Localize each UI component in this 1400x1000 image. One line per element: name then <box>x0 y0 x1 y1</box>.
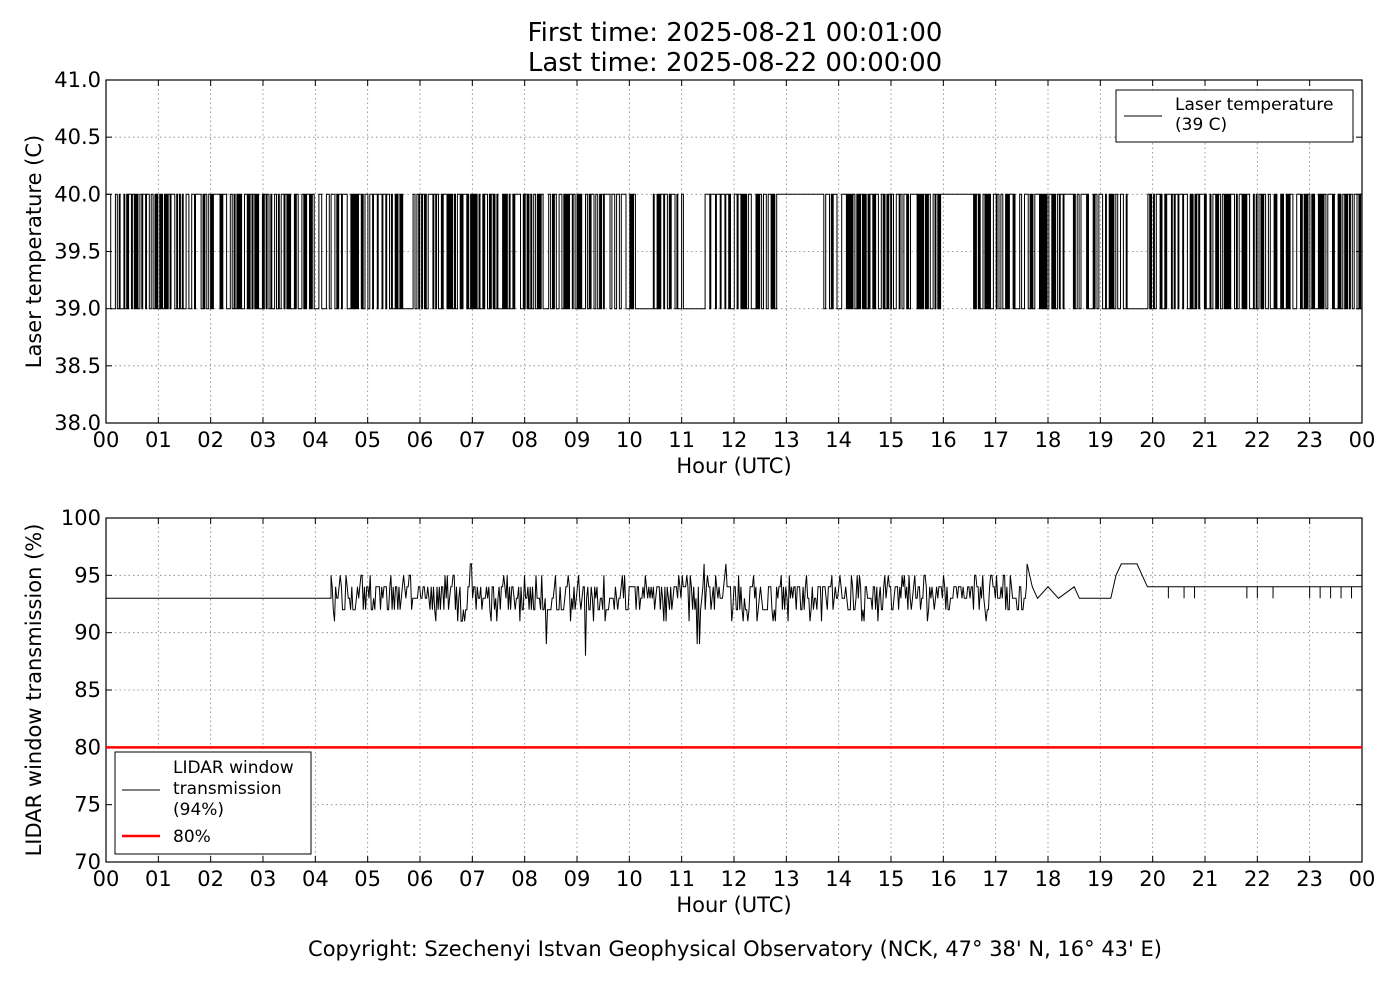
x-tick-label: 04 <box>302 867 329 891</box>
y-tick-label: 40.5 <box>54 125 101 149</box>
x-tick-label: 09 <box>564 867 591 891</box>
x-tick-label: 18 <box>1035 867 1062 891</box>
y-axis-label: Laser temperature (C) <box>22 135 46 368</box>
x-tick-label: 11 <box>668 428 695 452</box>
y-tick-label: 80 <box>74 735 101 759</box>
x-tick-label: 08 <box>511 867 538 891</box>
x-tick-label: 00 <box>1349 867 1376 891</box>
x-tick-label: 14 <box>825 428 852 452</box>
y-tick-label: 85 <box>74 678 101 702</box>
x-tick-label: 17 <box>982 428 1009 452</box>
x-tick-label: 04 <box>302 428 329 452</box>
legend-label: LIDAR window <box>173 758 294 778</box>
legend-label: Laser temperature <box>1175 95 1333 115</box>
x-tick-label: 10 <box>616 867 643 891</box>
x-tick-label: 07 <box>459 428 486 452</box>
lidar-transmission-line <box>106 563 1362 656</box>
x-tick-label: 11 <box>668 867 695 891</box>
x-tick-label: 06 <box>407 867 434 891</box>
chart-title-line-2: Last time: 2025-08-22 00:00:00 <box>527 48 943 78</box>
legend: Laser temperature(39 C) <box>1115 89 1354 143</box>
x-tick-label: 07 <box>459 867 486 891</box>
y-tick-label: 39.5 <box>54 240 101 264</box>
x-tick-label: 05 <box>354 428 381 452</box>
legend-label: (39 C) <box>1175 115 1227 135</box>
x-tick-label: 22 <box>1244 428 1271 452</box>
x-tick-label: 00 <box>93 867 120 891</box>
x-tick-label: 20 <box>1139 867 1166 891</box>
x-tick-label: 22 <box>1244 867 1271 891</box>
x-tick-label: 03 <box>250 428 277 452</box>
x-tick-label: 02 <box>197 428 224 452</box>
x-tick-label: 01 <box>145 428 172 452</box>
x-tick-label: 19 <box>1087 867 1114 891</box>
x-tick-label: 06 <box>407 428 434 452</box>
y-tick-label: 70 <box>74 850 101 874</box>
legend-label: (94%) <box>173 800 224 820</box>
x-tick-label: 23 <box>1296 428 1323 452</box>
legend-label: transmission <box>173 779 282 799</box>
x-tick-label: 05 <box>354 867 381 891</box>
x-tick-label: 12 <box>721 428 748 452</box>
x-tick-label: 18 <box>1035 428 1062 452</box>
lidar-transmission-chart: 00 01 02 03 04 05 06 07 08 09 10 11 12 13 14 15 16 17 18 19… <box>22 506 1375 917</box>
legend-label: 80% <box>173 827 211 847</box>
y-tick-label: 38.0 <box>54 411 101 435</box>
x-tick-label: 16 <box>930 428 957 452</box>
x-tick-label: 14 <box>825 867 852 891</box>
y-axis-label: LIDAR window transmission (%) <box>22 524 46 857</box>
y-tick-label: 100 <box>61 506 101 530</box>
copyright-footer: Copyright: Szechenyi Istvan Geophysical … <box>308 937 1162 961</box>
y-tick-label: 40.0 <box>54 182 101 206</box>
chart-title-line-1: First time: 2025-08-21 00:01:00 <box>527 18 943 48</box>
laser-temperature-chart: 00 01 02 03 04 05 06 07 08 09 10 11 12 13 14 15 16 17 18 19… <box>22 68 1375 478</box>
x-tick-label: 10 <box>616 428 643 452</box>
x-tick-label: 02 <box>197 867 224 891</box>
x-tick-label: 13 <box>773 867 800 891</box>
x-tick-label: 08 <box>511 428 538 452</box>
x-tick-label: 13 <box>773 428 800 452</box>
x-tick-label: 23 <box>1296 867 1323 891</box>
x-tick-label: 21 <box>1192 867 1219 891</box>
y-tick-label: 41.0 <box>54 68 101 92</box>
x-tick-label: 03 <box>250 867 277 891</box>
x-tick-label: 20 <box>1139 428 1166 452</box>
x-tick-label: 00 <box>1349 428 1376 452</box>
x-tick-label: 16 <box>930 867 957 891</box>
x-tick-label: 01 <box>145 867 172 891</box>
y-tick-label: 90 <box>74 621 101 645</box>
gridlines <box>106 518 1362 862</box>
y-tick-label: 38.5 <box>54 354 101 378</box>
x-tick-label: 15 <box>878 428 905 452</box>
x-tick-label: 19 <box>1087 428 1114 452</box>
x-tick-label: 09 <box>564 428 591 452</box>
x-axis-label: Hour (UTC) <box>676 893 791 917</box>
x-tick-label: 17 <box>982 867 1009 891</box>
x-tick-label: 12 <box>721 867 748 891</box>
x-tick-label: 21 <box>1192 428 1219 452</box>
x-tick-label: 15 <box>878 867 905 891</box>
y-tick-label: 95 <box>74 563 101 587</box>
laser-temperature-line <box>105 193 1362 310</box>
x-tick-label: 00 <box>93 428 120 452</box>
y-tick-label: 39.0 <box>54 297 101 321</box>
y-tick-label: 75 <box>74 793 101 817</box>
x-axis-label: Hour (UTC) <box>676 454 791 478</box>
